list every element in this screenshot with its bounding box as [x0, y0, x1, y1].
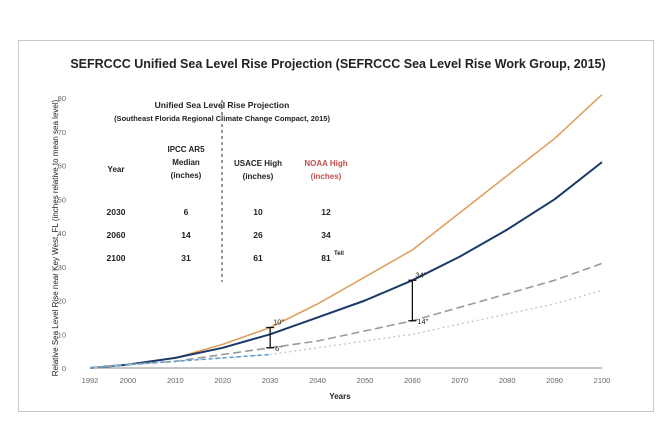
series-line-3: [89, 289, 603, 369]
table-header-cell: USACE High: [234, 159, 282, 168]
y-tick-label: 30: [58, 263, 66, 272]
series-line-0: [89, 94, 603, 369]
x-tick-label: 2080: [499, 376, 516, 385]
table-cell: 26: [253, 230, 263, 240]
x-tick-label: 1992: [82, 376, 99, 385]
table-cell: 2100: [107, 253, 126, 263]
table-cell: 61: [253, 253, 263, 263]
x-tick-label: 2090: [546, 376, 563, 385]
x-axis-label: Years: [329, 392, 351, 401]
annotation-label-top: 34": [415, 270, 426, 279]
table-cell: 31: [181, 253, 191, 263]
table-header-cell: NOAA High: [304, 159, 347, 168]
y-tick-label: 70: [58, 128, 66, 137]
table-cell: 12: [321, 207, 331, 217]
x-tick-label: 2040: [309, 376, 326, 385]
inset-table-title: Unified Sea Level Rise Projection: [155, 100, 290, 110]
annotation-label-bottom: 14": [417, 317, 428, 326]
table-cell: 2030: [107, 207, 126, 217]
table-header-cell: Median: [172, 158, 200, 167]
y-tick-label: 40: [58, 229, 66, 238]
annotation-label-top: 10": [273, 318, 284, 327]
y-tick-label: 0: [62, 364, 66, 373]
table-header-cell: (inches): [243, 172, 274, 181]
x-tick-label: 2010: [167, 376, 184, 385]
x-tick-label: 2100: [594, 376, 611, 385]
table-header-cell: IPCC AR5: [167, 145, 205, 154]
x-tick-label: 2020: [214, 376, 231, 385]
table-header-cell: (inches): [171, 171, 202, 180]
table-header-cell: Year: [108, 165, 125, 174]
x-tick-label: 2070: [451, 376, 468, 385]
series-line-1: [89, 161, 603, 369]
table-cell: 34: [321, 230, 331, 240]
y-axis-label: Relative Sea Level Rise near Key West, F…: [51, 99, 60, 376]
table-cell: 10: [253, 207, 263, 217]
y-tick-label: 50: [58, 195, 66, 204]
x-tick-label: 2050: [357, 376, 374, 385]
y-tick-label: 10: [58, 330, 66, 339]
chart-frame: [18, 40, 654, 412]
x-tick-label: 2060: [404, 376, 421, 385]
annotation-label-bottom: 6": [275, 344, 282, 353]
y-tick-label: 80: [58, 94, 66, 103]
series-line-2: [89, 262, 603, 369]
annotations: 10" 6" 34" 14": [266, 270, 429, 353]
x-tick-label: 2000: [120, 376, 137, 385]
table-superscript: Tell: [334, 251, 344, 257]
table-cell: 2060: [107, 230, 126, 240]
y-tick-label: 20: [58, 297, 66, 306]
table-cell: 14: [181, 230, 191, 240]
y-tick-label: 60: [58, 162, 66, 171]
x-tick-label: 2030: [262, 376, 279, 385]
table-cell: 81: [321, 253, 331, 263]
axis-ticks: 1992 2000 2010 2020 2030 2040 2050 2060 2070 2080…: [58, 94, 611, 385]
table-header-cell: (inches): [311, 172, 342, 181]
series-line-4: [89, 353, 271, 369]
inset-table: Unified Sea Level Rise Projection (South…: [107, 100, 348, 282]
series-lines: [89, 94, 603, 369]
table-cell: 6: [184, 207, 189, 217]
chart-title: SEFRCCC Unified Sea Level Rise Projectio…: [70, 57, 605, 71]
